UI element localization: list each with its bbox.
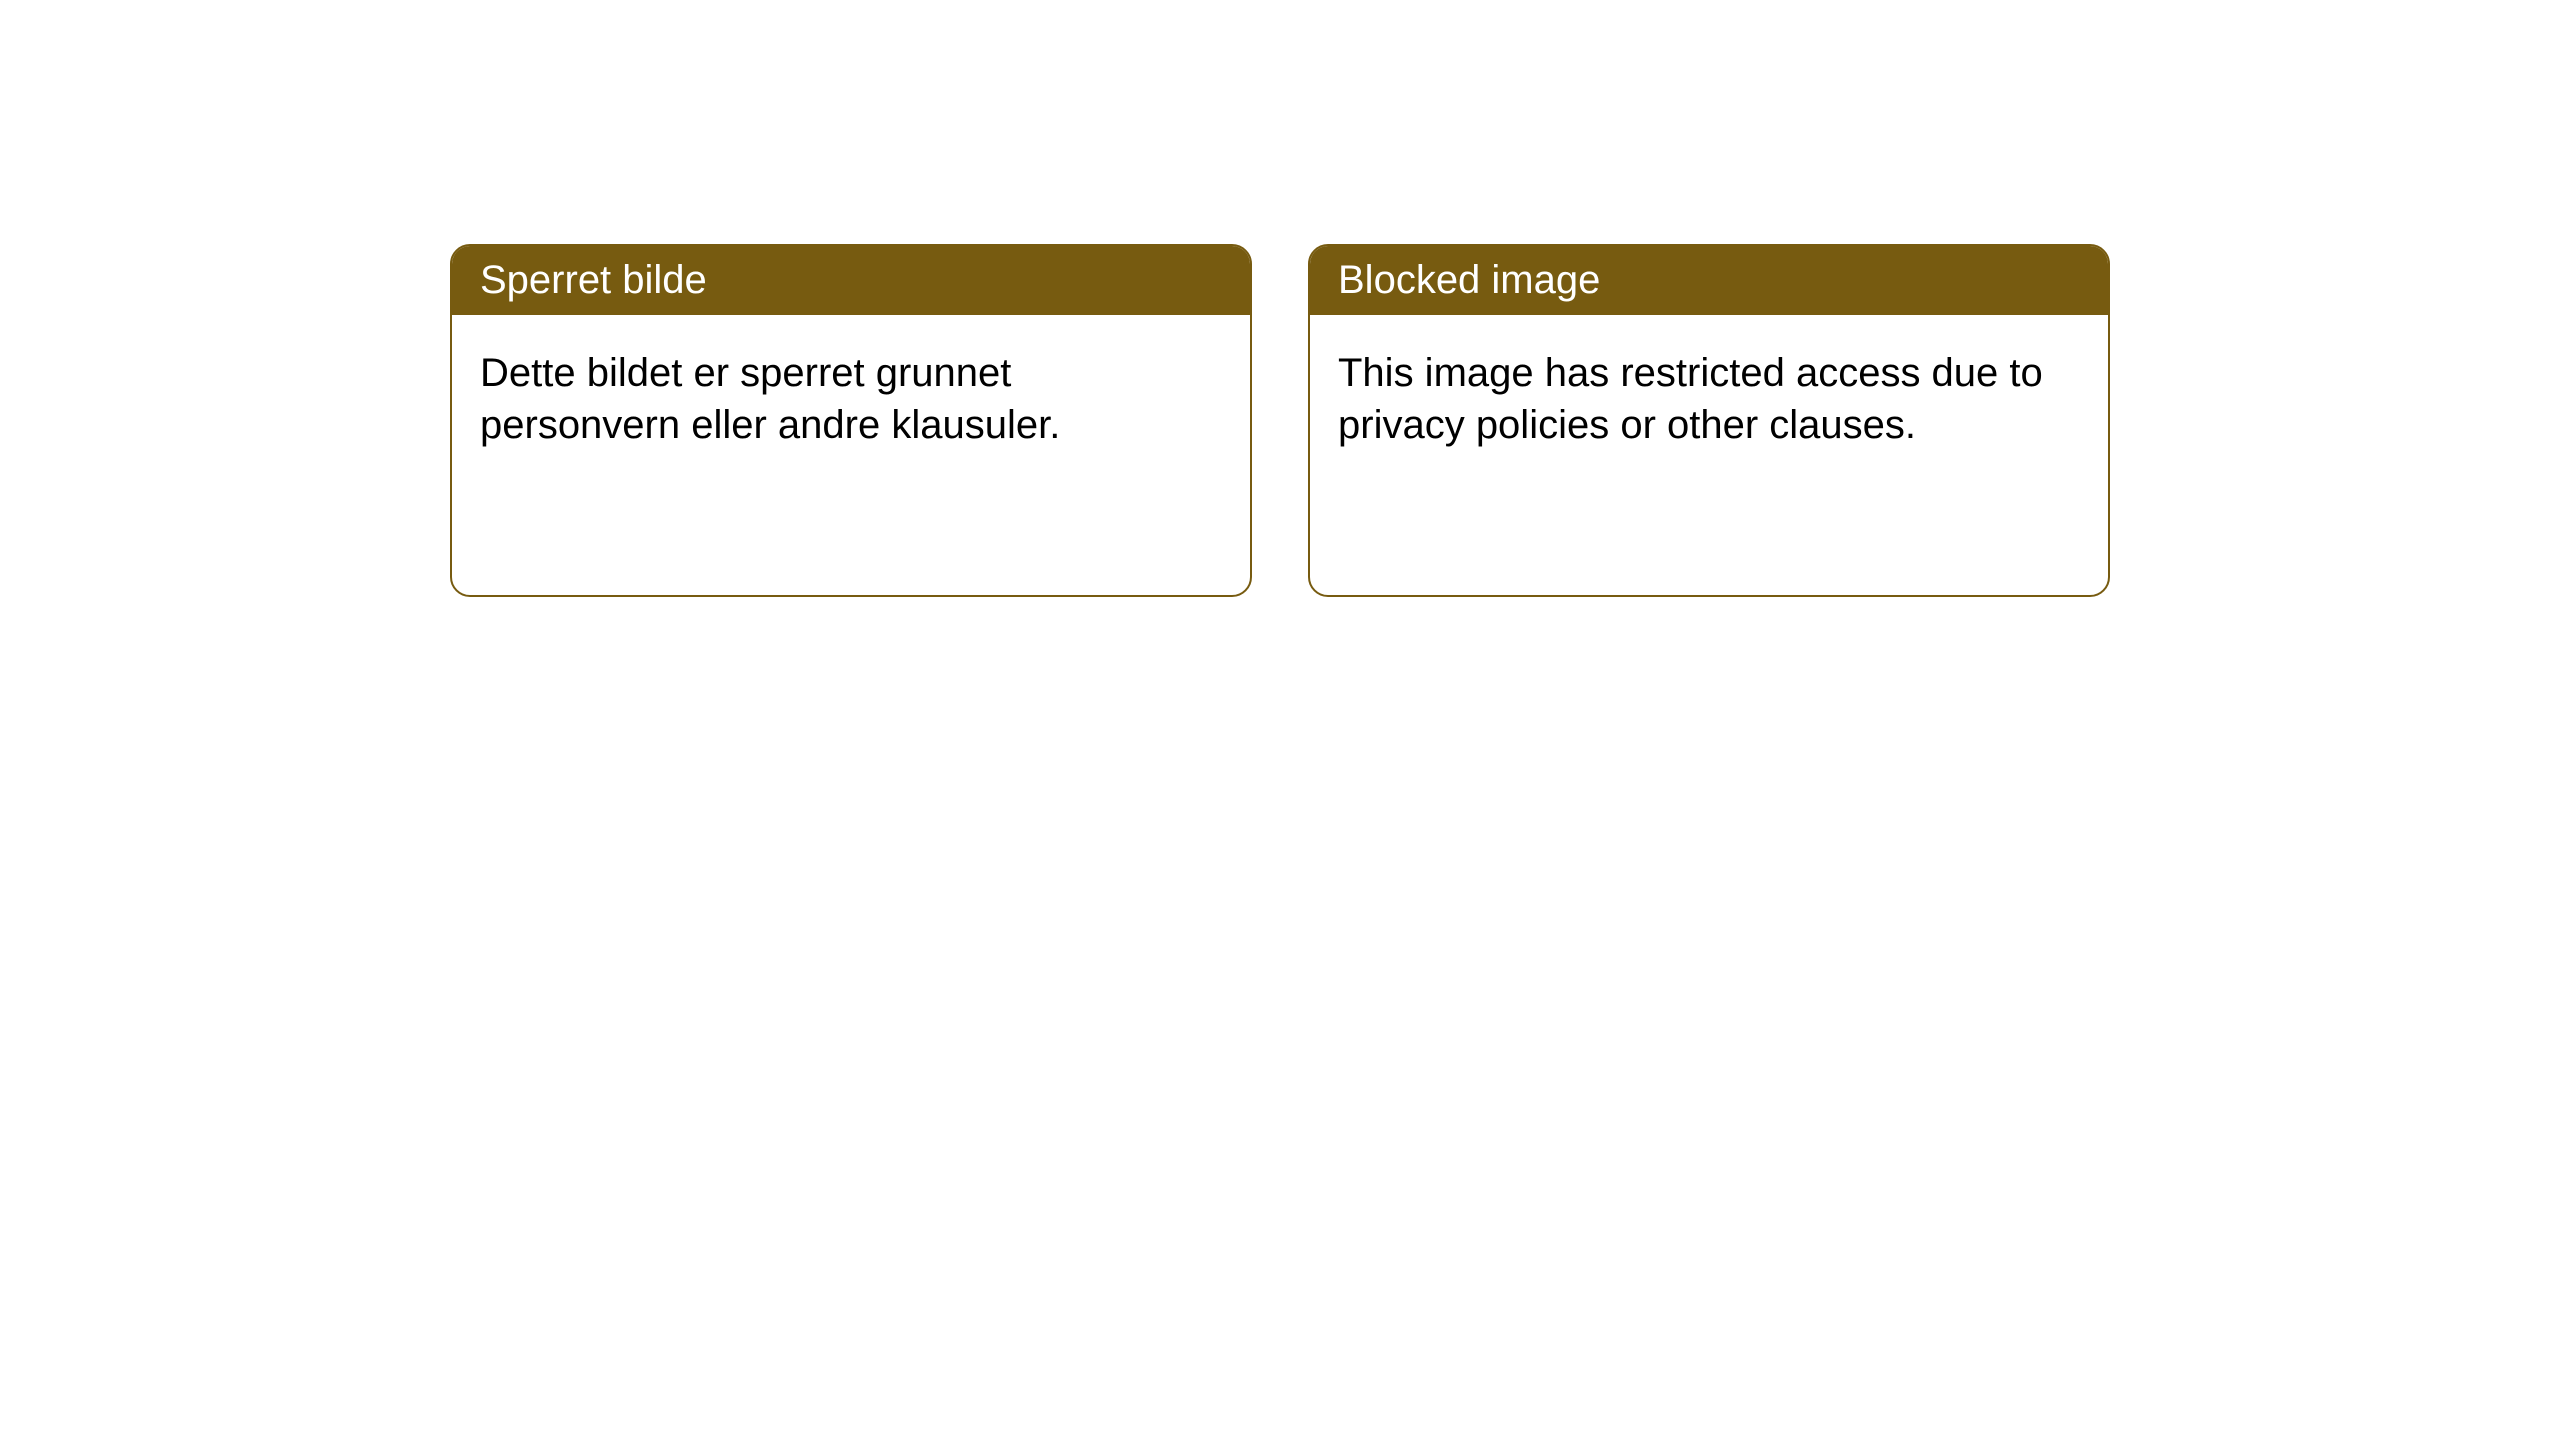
- notice-card-norwegian: Sperret bilde Dette bildet er sperret gr…: [450, 244, 1252, 597]
- notice-container: Sperret bilde Dette bildet er sperret gr…: [0, 0, 2560, 597]
- notice-title: Blocked image: [1310, 246, 2108, 315]
- notice-title: Sperret bilde: [452, 246, 1250, 315]
- notice-body: This image has restricted access due to …: [1310, 315, 2108, 595]
- notice-body: Dette bildet er sperret grunnet personve…: [452, 315, 1250, 595]
- notice-card-english: Blocked image This image has restricted …: [1308, 244, 2110, 597]
